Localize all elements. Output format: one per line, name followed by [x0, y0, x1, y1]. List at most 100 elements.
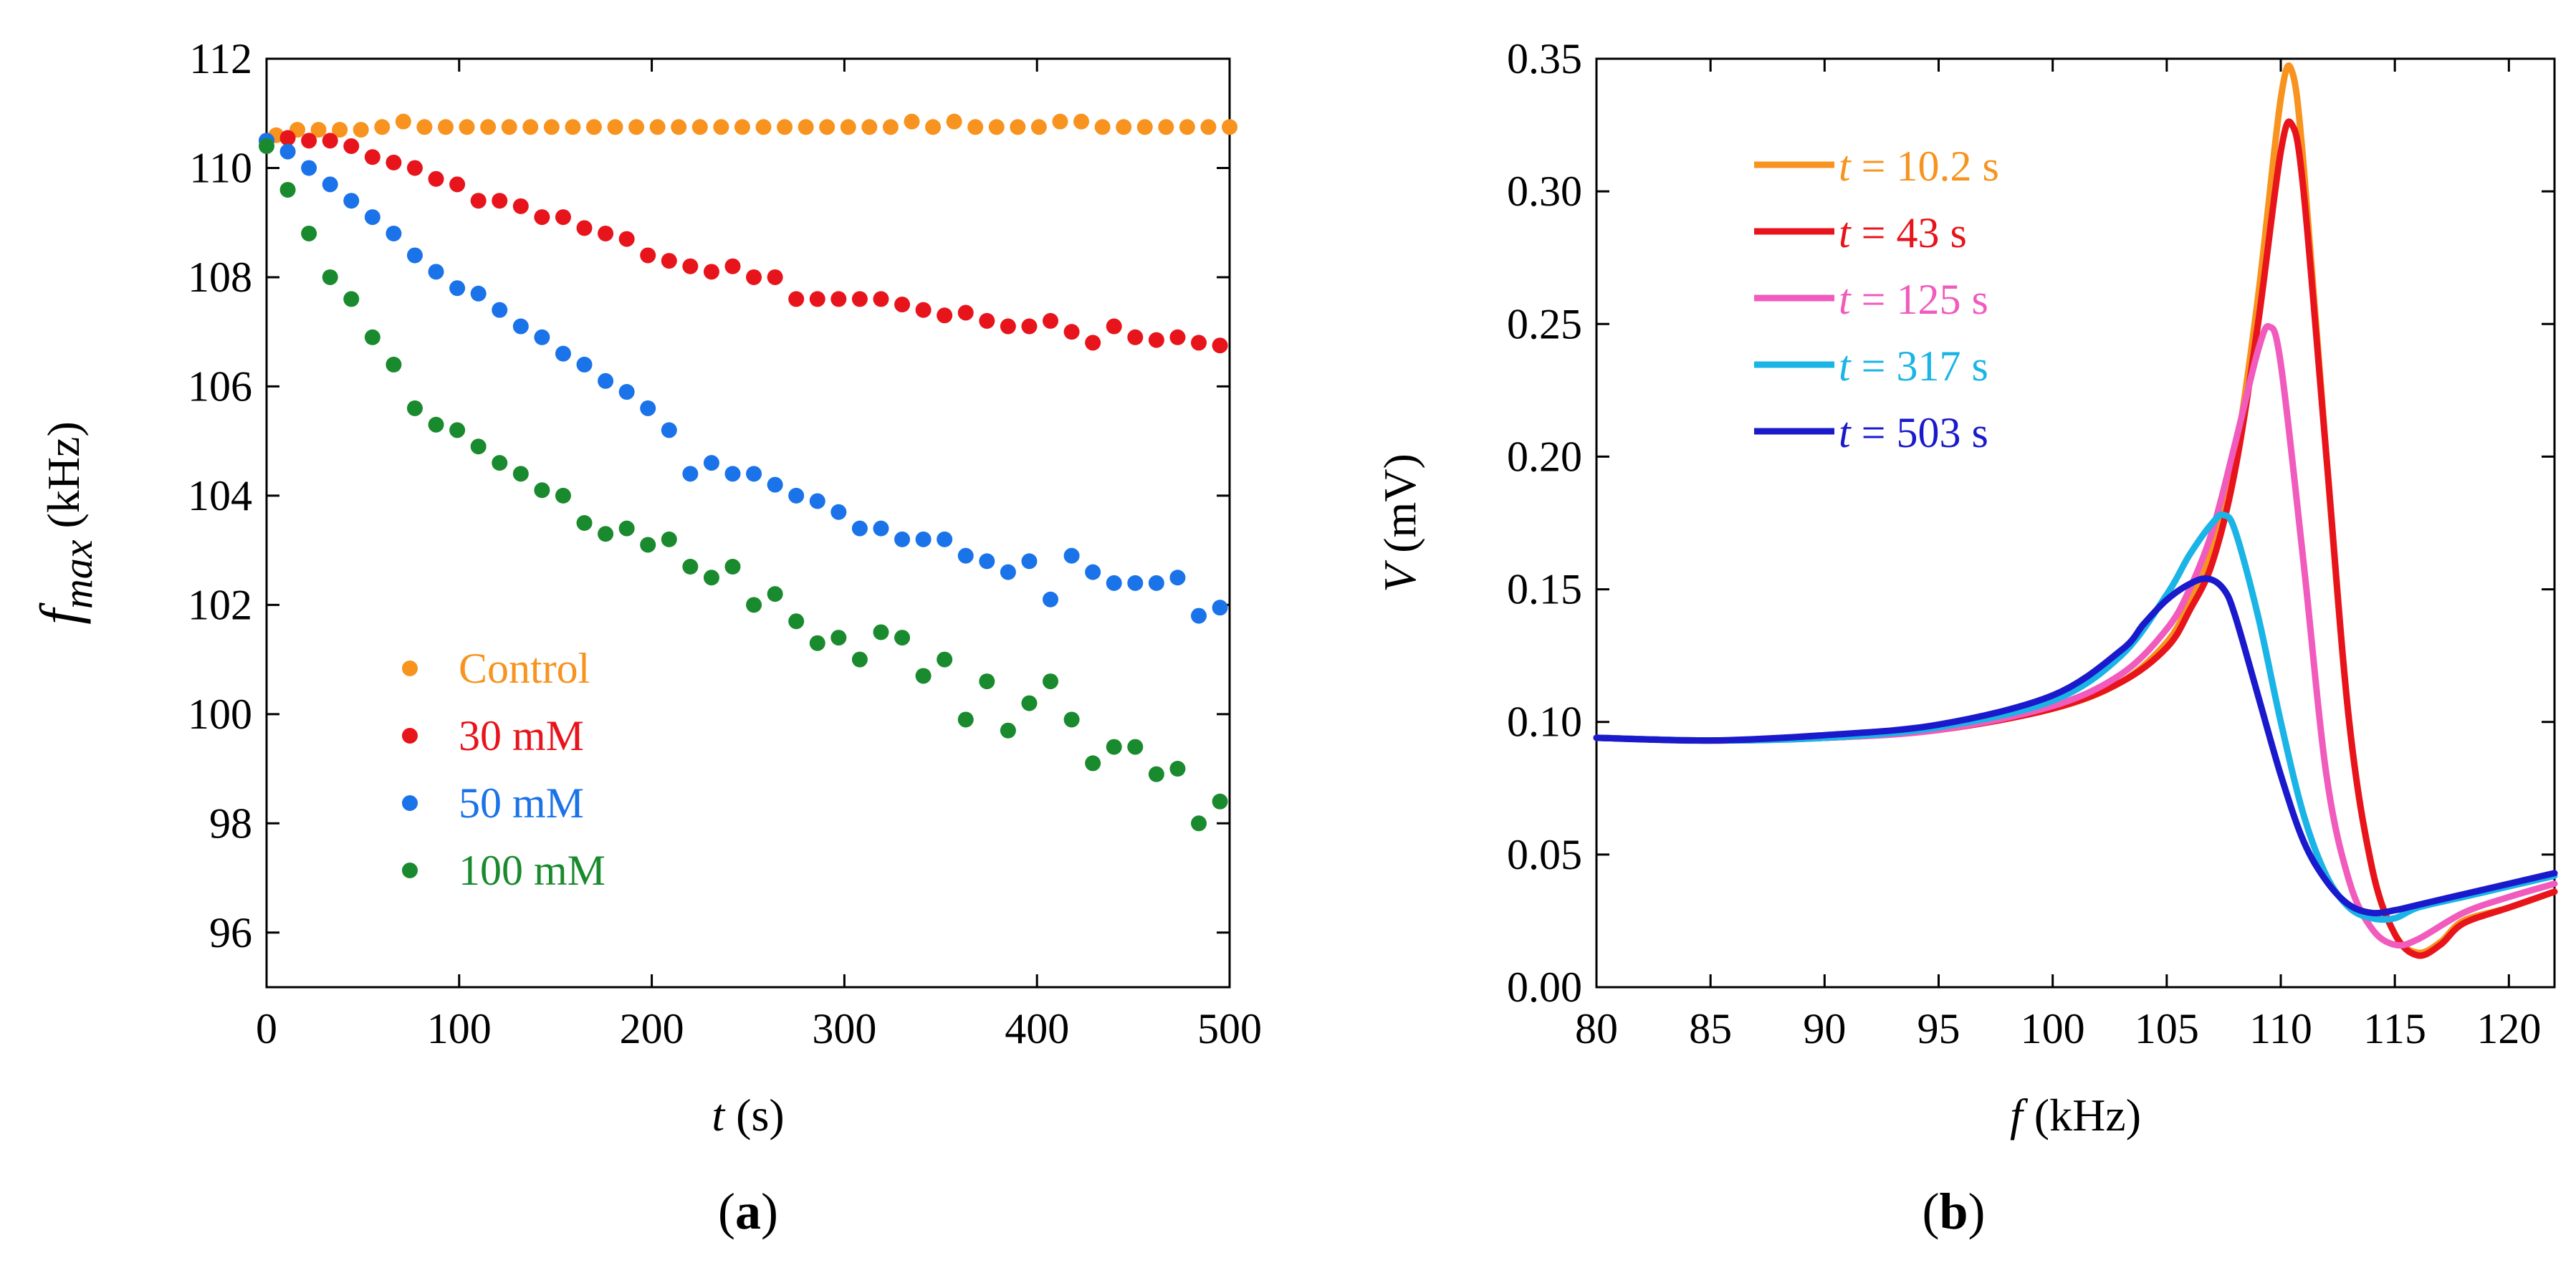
- x-tick-label: 110: [2249, 1005, 2312, 1052]
- data-point: [492, 455, 508, 471]
- y-tick-label: 104: [188, 472, 252, 519]
- data-point: [1136, 119, 1153, 135]
- data-point: [682, 466, 699, 482]
- series-line: [1593, 62, 2558, 956]
- data-point: [882, 119, 899, 135]
- data-point: [1158, 119, 1174, 135]
- data-point: [1000, 564, 1016, 580]
- data-point: [979, 553, 995, 570]
- y-tick-label: 108: [188, 254, 252, 301]
- data-point: [259, 138, 274, 154]
- data-point: [1212, 337, 1228, 354]
- legend-label: t = 10.2 s: [1839, 143, 1999, 190]
- data-point: [428, 264, 444, 280]
- data-point: [386, 225, 402, 241]
- data-point: [1021, 318, 1038, 335]
- data-point: [364, 149, 380, 165]
- x-tick-label: 200: [620, 1005, 684, 1052]
- data-point: [851, 520, 868, 537]
- data-point: [1127, 329, 1144, 345]
- data-point: [1085, 755, 1101, 772]
- x-tick-label: 95: [1917, 1005, 1960, 1052]
- data-point: [840, 119, 856, 135]
- data-point: [416, 119, 433, 135]
- data-point: [894, 297, 911, 313]
- data-point: [534, 482, 550, 499]
- data-point: [1043, 673, 1059, 690]
- data-point: [809, 635, 825, 651]
- data-point: [1190, 608, 1207, 624]
- data-point: [576, 220, 593, 236]
- x-tick-label: 100: [2021, 1005, 2085, 1052]
- data-point: [894, 531, 911, 547]
- plot-frame: [1595, 57, 2556, 989]
- data-point: [925, 119, 942, 135]
- data-point: [1094, 119, 1111, 135]
- panel-b-chart: 80 85 90 95 100 105 110 115 120 0.00 0.05 0.10 0.15 0…: [1374, 35, 2558, 1240]
- data-point: [946, 113, 962, 130]
- data-point: [618, 231, 635, 247]
- data-point: [724, 258, 741, 274]
- x-tick-label: 85: [1689, 1005, 1732, 1052]
- x-tick-label: 105: [2135, 1005, 2199, 1052]
- legend-label: 30 mM: [459, 712, 584, 759]
- data-point: [734, 119, 750, 135]
- data-point: [279, 130, 296, 146]
- panel-label: (a): [718, 1183, 778, 1240]
- legend-marker: [402, 863, 418, 878]
- data-point: [449, 176, 466, 193]
- legend-label: 100 mM: [459, 847, 605, 894]
- data-point: [682, 258, 699, 274]
- data-point: [322, 133, 338, 149]
- data-point: [746, 597, 762, 613]
- data-point: [703, 264, 719, 280]
- data-point: [555, 345, 571, 362]
- data-point: [1030, 119, 1047, 135]
- data-point: [301, 133, 317, 149]
- data-point: [395, 113, 411, 130]
- data-point: [492, 193, 508, 209]
- data-point: [830, 291, 847, 307]
- data-point: [543, 119, 560, 135]
- series-line: [1593, 322, 2558, 949]
- data-point: [1148, 766, 1164, 782]
- data-point: [512, 466, 529, 482]
- legend-label: t = 43 s: [1839, 209, 1967, 256]
- data-point: [819, 119, 835, 135]
- data-point: [279, 143, 296, 160]
- data-point: [449, 280, 466, 297]
- data-point: [555, 487, 571, 504]
- data-point: [957, 547, 974, 564]
- legend-label: t = 125 s: [1839, 276, 1988, 323]
- data-point: [322, 269, 338, 285]
- data-point: [967, 119, 984, 135]
- data-point: [1148, 332, 1164, 348]
- data-point: [661, 422, 677, 438]
- x-tick-label: 100: [427, 1005, 492, 1052]
- data-point: [332, 122, 348, 138]
- data-point: [788, 291, 805, 307]
- y-tick-label: 0.30: [1507, 168, 1582, 215]
- data-point: [1085, 335, 1101, 351]
- data-point: [1021, 695, 1038, 711]
- data-point: [1000, 722, 1016, 739]
- data-point: [979, 673, 995, 690]
- data-point: [777, 119, 793, 135]
- data-point: [1190, 335, 1207, 351]
- data-point: [565, 119, 581, 135]
- data-point: [767, 269, 783, 285]
- data-point: [1190, 815, 1207, 832]
- data-point: [937, 307, 953, 324]
- data-point: [585, 119, 602, 135]
- legend-label: t = 317 s: [1839, 342, 1988, 390]
- data-point: [798, 119, 814, 135]
- data-point: [767, 586, 783, 602]
- data-point: [1169, 329, 1186, 345]
- x-axis-label: t (s): [712, 1090, 784, 1140]
- x-tick-label: 500: [1197, 1005, 1262, 1052]
- series-line: [1593, 511, 2558, 923]
- data-point: [682, 558, 699, 575]
- data-point: [576, 515, 593, 531]
- y-tick-label: 96: [209, 909, 252, 956]
